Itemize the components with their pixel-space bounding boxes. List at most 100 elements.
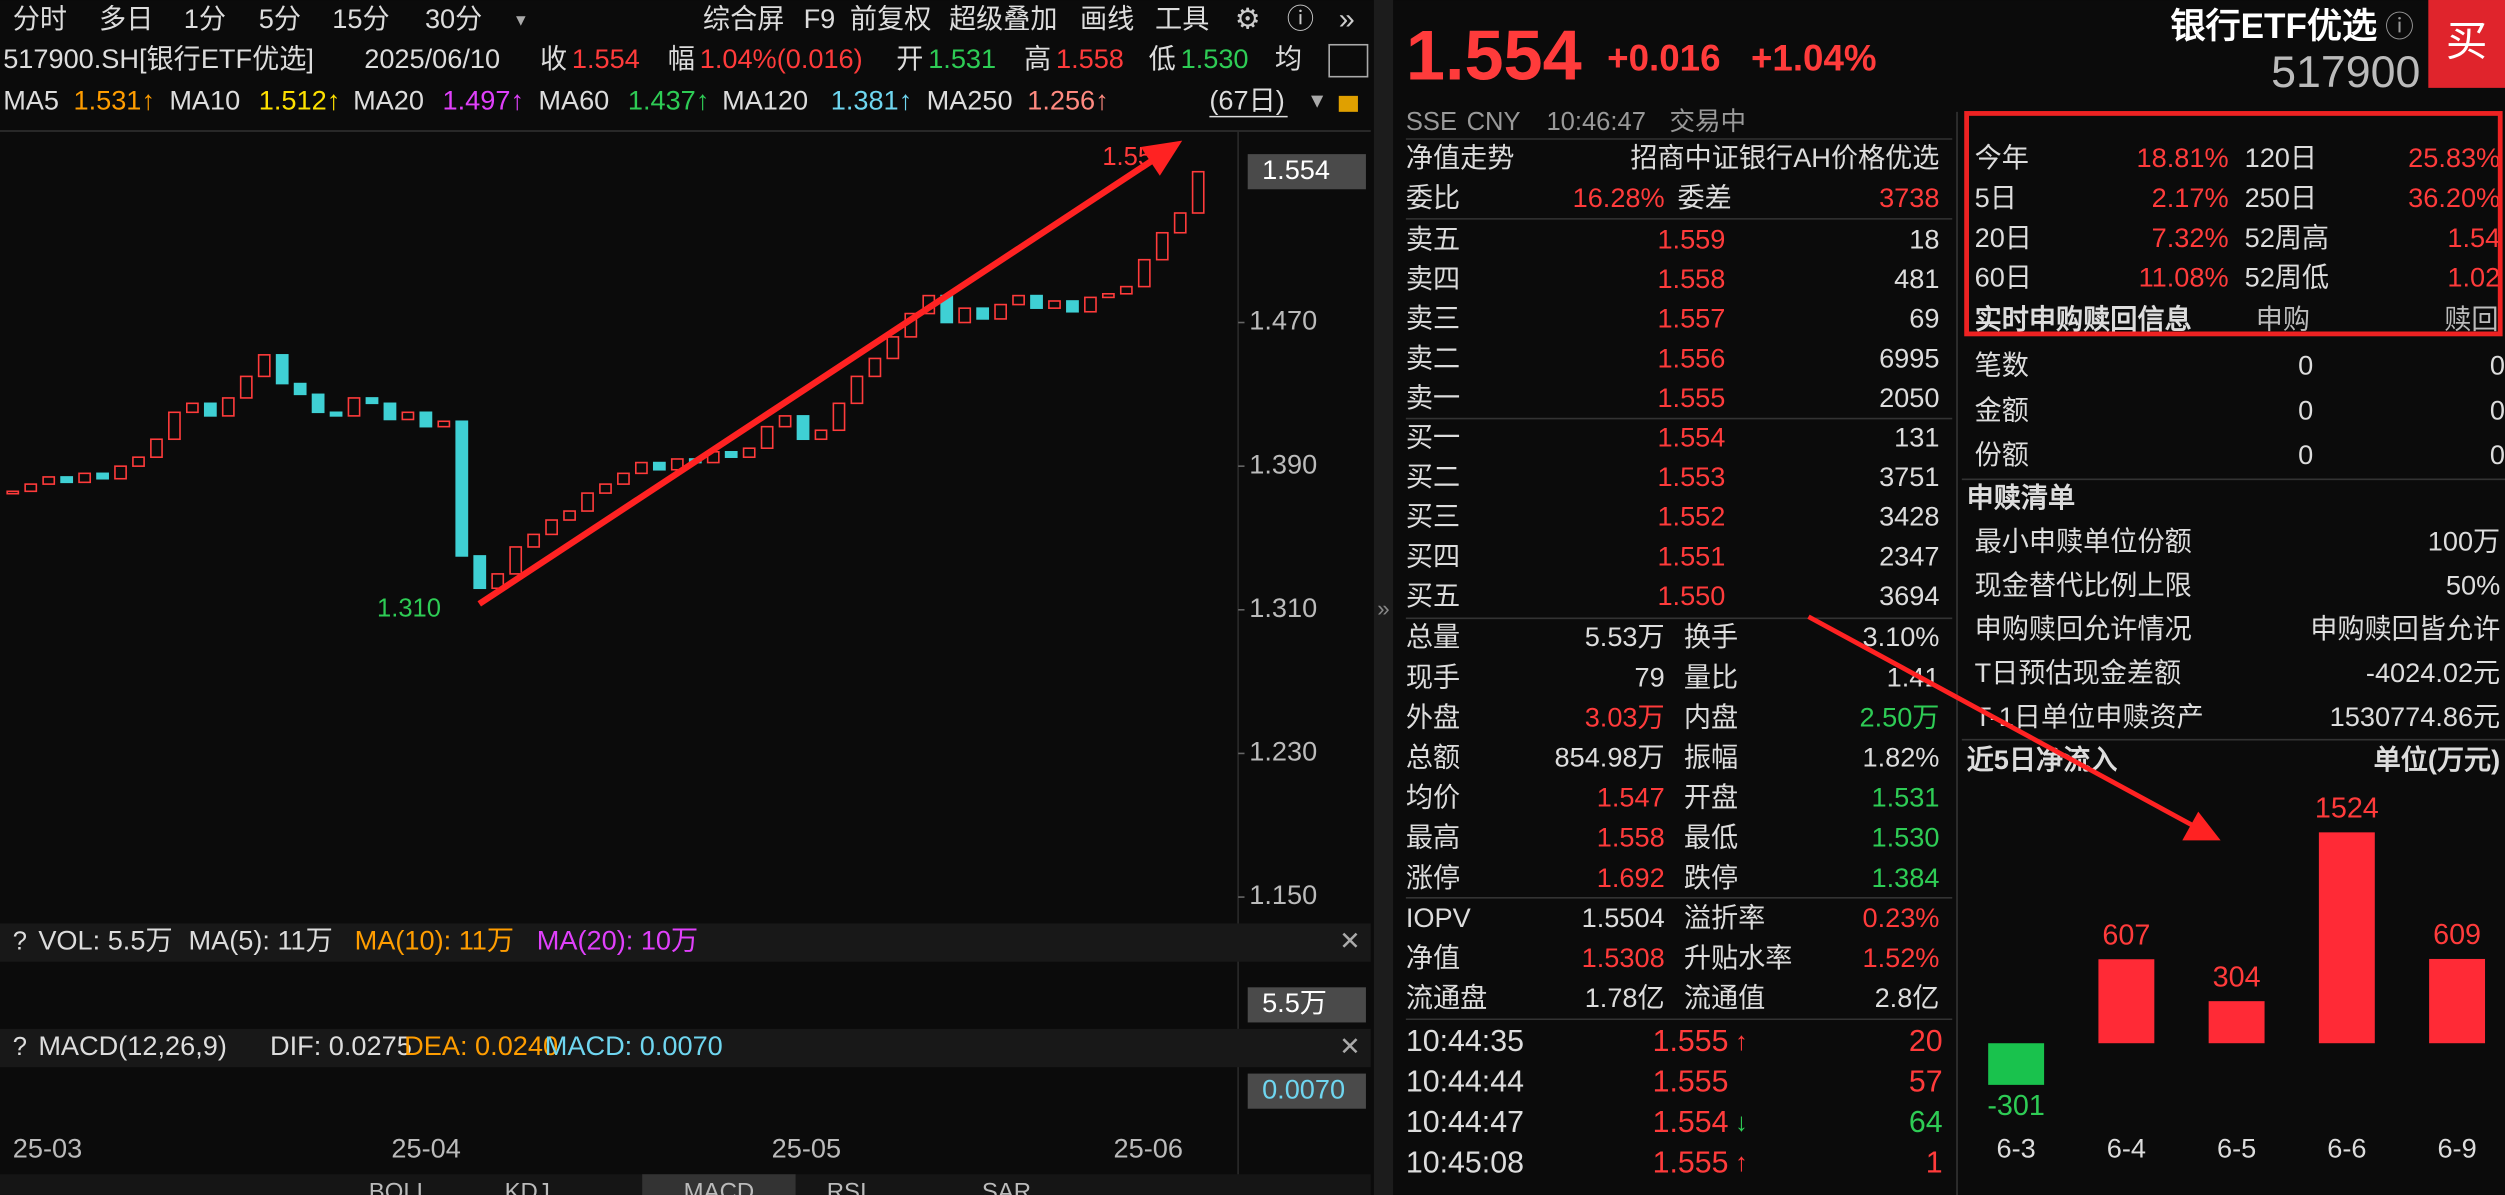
x-tick-label: 6-6 <box>2327 1132 2366 1163</box>
price: 1.554 <box>1406 15 1582 94</box>
x-tick-label: 6-4 <box>2107 1132 2146 1163</box>
stat-label: 流通值 <box>1684 982 1765 1013</box>
candle <box>1191 170 1205 214</box>
period-label[interactable]: (67日) <box>1209 84 1284 115</box>
value-box <box>1247 987 1366 1023</box>
market-info: SSE <box>1406 108 1457 136</box>
stat-value: 1.52% <box>1862 942 1939 973</box>
period-tab[interactable]: 15分 <box>332 3 389 34</box>
security-code: 517900.SH[银行ETF优选] <box>3 43 314 74</box>
candle <box>652 461 666 471</box>
indicator-tab[interactable]: KDJ <box>505 1179 550 1195</box>
candle <box>150 438 163 458</box>
candle <box>1048 300 1061 309</box>
column-header: 赎回 <box>2444 303 2498 334</box>
stat-label: 涨停 <box>1406 862 1460 893</box>
order-label: 卖四 <box>1406 263 1460 294</box>
return-value: 25.83% <box>2408 142 2500 173</box>
help-icon[interactable]: ? <box>13 1033 27 1061</box>
candle <box>257 354 271 378</box>
trade-price: 1.555 <box>1653 1025 1729 1058</box>
collapse-icon[interactable]: » <box>1377 596 1389 621</box>
period-tab[interactable]: 1分 <box>184 3 226 34</box>
x-tick-label: 6-3 <box>1997 1132 2036 1163</box>
tool-button[interactable]: 综合屏 <box>703 3 784 34</box>
wp-icon[interactable] <box>1328 43 1369 78</box>
ma-value: 1.256↑ <box>1027 84 1109 115</box>
active-tab[interactable] <box>642 1174 796 1195</box>
buy-label[interactable]: 买 <box>2446 18 2488 65</box>
stat-value: 1.531 <box>1872 782 1940 813</box>
candle <box>617 472 630 485</box>
info-icon[interactable]: ⓘ <box>2385 11 2414 43</box>
ma-label: MA250 <box>927 84 1013 115</box>
candle <box>1101 293 1115 299</box>
ma-label: MA5 <box>3 84 59 115</box>
candle <box>581 492 594 512</box>
row-label: 最小申赎单位份额 <box>1975 525 2192 556</box>
row-value: 0 <box>2298 350 2313 381</box>
indicator-tab[interactable]: BOLL <box>369 1179 430 1195</box>
trade-arrow: ↑ <box>1735 1028 1748 1056</box>
row-label: 委差 <box>1677 182 1731 213</box>
candle <box>437 420 451 428</box>
period-tab[interactable]: 30分 <box>425 3 482 34</box>
help-icon[interactable]: ? <box>13 927 27 955</box>
buy-button[interactable] <box>2428 0 2505 88</box>
stat-label: 净值 <box>1406 942 1460 973</box>
volume-last: 5.5万 <box>1262 987 1327 1018</box>
indicator-tab[interactable]: MACD <box>684 1179 755 1195</box>
return-value: 36.20% <box>2408 182 2500 213</box>
period-tab[interactable]: 分时 <box>13 3 67 34</box>
tool-button[interactable]: 超级叠加 <box>949 3 1058 34</box>
candle <box>203 402 217 417</box>
row-value: 0 <box>2298 439 2313 470</box>
stat-value: 2.50万 <box>1859 701 1939 732</box>
stat-label: 最低 <box>1684 822 1738 853</box>
trade-volume: 1 <box>1926 1146 1943 1179</box>
more-icon[interactable]: » <box>1339 3 1355 35</box>
return-label: 今年 <box>1975 142 2029 173</box>
quote-label: 幅 <box>668 43 695 74</box>
candle <box>6 490 20 495</box>
tool-button[interactable]: 画线 <box>1080 3 1134 34</box>
ma-label: MA20 <box>353 84 424 115</box>
close-icon[interactable]: ✕ <box>1339 927 1360 955</box>
stat-label: 开盘 <box>1684 782 1738 813</box>
help-icon[interactable]: ⓘ <box>1287 3 1314 34</box>
candle <box>401 411 415 421</box>
candle <box>311 393 325 414</box>
candle <box>239 375 253 399</box>
period-tab[interactable]: 5分 <box>259 3 301 34</box>
period-tab[interactable]: 多日 <box>99 3 153 34</box>
order-label: 卖三 <box>1406 303 1460 334</box>
dropdown-icon[interactable]: ▾ <box>516 10 526 31</box>
candle <box>742 447 756 458</box>
stat-value: 1.547 <box>1597 782 1665 813</box>
trade-time: 10:44:47 <box>1406 1106 1524 1139</box>
stat-value: 1.530 <box>1872 822 1940 853</box>
order-price: 1.553 <box>1657 461 1725 492</box>
return-value: 1.54 <box>2447 222 2500 253</box>
stat-label: 振幅 <box>1684 742 1738 773</box>
candle <box>185 402 199 414</box>
indicator-tab[interactable]: SAR <box>982 1179 1031 1195</box>
indicator-tab[interactable]: RSI <box>827 1179 867 1195</box>
chart-unit: 单位(万元) <box>2374 744 2501 775</box>
dropdown-icon[interactable]: ▼ <box>1307 90 1328 113</box>
row-value: -4024.02元 <box>2366 657 2500 688</box>
lock-icon[interactable] <box>1338 95 1358 112</box>
close-icon[interactable]: ✕ <box>1339 1033 1360 1061</box>
tool-button[interactable]: 工具 <box>1155 3 1209 34</box>
row-label: 笔数 <box>1975 350 2029 381</box>
order-volume: 131 <box>1894 422 1939 453</box>
candle <box>814 429 828 441</box>
change-pct: +1.04% <box>1751 37 1877 78</box>
order-label: 卖二 <box>1406 342 1460 373</box>
tool-button[interactable]: 前复权 <box>850 3 931 34</box>
tool-button[interactable]: F9 <box>804 3 836 34</box>
stat-label: 量比 <box>1684 661 1738 692</box>
stat-label: 均价 <box>1406 782 1460 813</box>
divider[interactable] <box>1373 0 1394 1195</box>
settings-icon[interactable]: ⚙ <box>1235 3 1261 35</box>
